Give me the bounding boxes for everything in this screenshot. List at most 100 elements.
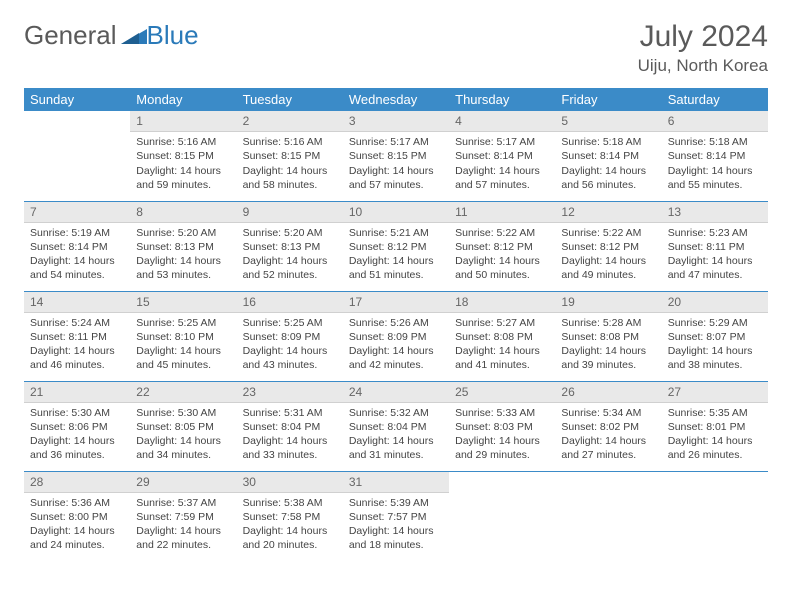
- day-body: Sunrise: 5:32 AMSunset: 8:04 PMDaylight:…: [343, 403, 449, 467]
- calendar-day-cell: 18Sunrise: 5:27 AMSunset: 8:08 PMDayligh…: [449, 291, 555, 379]
- calendar-day-cell: 15Sunrise: 5:25 AMSunset: 8:10 PMDayligh…: [130, 291, 236, 379]
- daylight-text: Daylight: 14 hours and 56 minutes.: [561, 164, 655, 192]
- day-number: 4: [449, 111, 555, 132]
- daylight-text: Daylight: 14 hours and 52 minutes.: [243, 254, 337, 282]
- sunset-text: Sunset: 8:03 PM: [455, 420, 549, 434]
- daylight-text: Daylight: 14 hours and 29 minutes.: [455, 434, 549, 462]
- day-number: 28: [24, 472, 130, 493]
- sunset-text: Sunset: 8:01 PM: [668, 420, 762, 434]
- sunrise-text: Sunrise: 5:25 AM: [243, 316, 337, 330]
- location-label: Uiju, North Korea: [638, 56, 768, 76]
- sunrise-text: Sunrise: 5:35 AM: [668, 406, 762, 420]
- sunrise-text: Sunrise: 5:38 AM: [243, 496, 337, 510]
- calendar-day-cell: 23 Sunrise: 5:31 AMSunset: 8:04 PMDayligh…: [237, 381, 343, 469]
- day-body: Sunrise: 5:20 AMSunset: 8:13 PMDaylight:…: [237, 223, 343, 287]
- day-number: 19: [555, 292, 661, 313]
- sunset-text: Sunset: 7:57 PM: [349, 510, 443, 524]
- day-number: 5: [555, 111, 661, 132]
- sunrise-text: Sunrise: 5:16 AM: [136, 135, 230, 149]
- day-body: Sunrise: 5:18 AMSunset: 8:14 PMDaylight:…: [662, 132, 768, 196]
- calendar-table: SundayMondayTuesdayWednesdayThursdayFrid…: [24, 88, 768, 559]
- calendar-day-cell: 14Sunrise: 5:24 AMSunset: 8:11 PMDayligh…: [24, 291, 130, 379]
- calendar-day-cell: [449, 471, 555, 559]
- sunrise-text: Sunrise: 5:29 AM: [668, 316, 762, 330]
- daylight-text: Daylight: 14 hours and 42 minutes.: [349, 344, 443, 372]
- sunset-text: Sunset: 7:59 PM: [136, 510, 230, 524]
- daylight-text: Daylight: 14 hours and 50 minutes.: [455, 254, 549, 282]
- sunrise-text: Sunrise: 5:37 AM: [136, 496, 230, 510]
- calendar-day-cell: 12Sunrise: 5:22 AMSunset: 8:12 PMDayligh…: [555, 201, 661, 289]
- daylight-text: Daylight: 14 hours and 34 minutes.: [136, 434, 230, 462]
- day-body: Sunrise: 5:24 AMSunset: 8:11 PMDaylight:…: [24, 313, 130, 377]
- daylight-text: Daylight: 14 hours and 20 minutes.: [243, 524, 337, 552]
- sunrise-text: Sunrise: 5:25 AM: [136, 316, 230, 330]
- calendar-day-cell: 26Sunrise: 5:34 AMSunset: 8:02 PMDayligh…: [555, 381, 661, 469]
- day-number: 1: [130, 111, 236, 132]
- day-body: Sunrise: 5:22 AMSunset: 8:12 PMDaylight:…: [449, 223, 555, 287]
- month-title: July 2024: [638, 20, 768, 54]
- calendar-day-cell: 6Sunrise: 5:18 AMSunset: 8:14 PMDaylight…: [662, 111, 768, 199]
- calendar-day-cell: 9Sunrise: 5:20 AMSunset: 8:13 PMDaylight…: [237, 201, 343, 289]
- calendar-day-cell: 16Sunrise: 5:25 AMSunset: 8:09 PMDayligh…: [237, 291, 343, 379]
- daylight-text: Daylight: 14 hours and 26 minutes.: [668, 434, 762, 462]
- sunset-text: Sunset: 8:02 PM: [561, 420, 655, 434]
- sunrise-text: Sunrise: 5:26 AM: [349, 316, 443, 330]
- calendar-day-cell: 11Sunrise: 5:22 AMSunset: 8:12 PMDayligh…: [449, 201, 555, 289]
- day-body: Sunrise: 5:29 AMSunset: 8:07 PMDaylight:…: [662, 313, 768, 377]
- weekday-header: Monday: [130, 88, 236, 111]
- weekday-header: Friday: [555, 88, 661, 111]
- day-body: Sunrise: 5:30 AMSunset: 8:05 PMDaylight:…: [130, 403, 236, 467]
- day-number: 16: [237, 292, 343, 313]
- calendar-day-cell: [24, 111, 130, 199]
- sunrise-text: Sunrise: 5:22 AM: [561, 226, 655, 240]
- calendar-day-cell: 8Sunrise: 5:20 AMSunset: 8:13 PMDaylight…: [130, 201, 236, 289]
- daylight-text: Daylight: 14 hours and 24 minutes.: [30, 524, 124, 552]
- calendar-day-cell: 24Sunrise: 5:32 AMSunset: 8:04 PMDayligh…: [343, 381, 449, 469]
- day-number: 27: [662, 382, 768, 403]
- weekday-header: Tuesday: [237, 88, 343, 111]
- sunrise-text: Sunrise: 5:22 AM: [455, 226, 549, 240]
- calendar-day-cell: 13Sunrise: 5:23 AMSunset: 8:11 PMDayligh…: [662, 201, 768, 289]
- sunset-text: Sunset: 8:14 PM: [455, 149, 549, 163]
- daylight-text: Daylight: 14 hours and 33 minutes.: [243, 434, 337, 462]
- weekday-header: Saturday: [662, 88, 768, 111]
- sunset-text: Sunset: 8:11 PM: [30, 330, 124, 344]
- calendar-day-cell: 27 Sunrise: 5:35 AMSunset: 8:01 PMDayligh…: [662, 381, 768, 469]
- logo-triangle-icon: [121, 20, 147, 51]
- day-number: 23: [237, 382, 343, 403]
- sunset-text: Sunset: 8:04 PM: [243, 420, 337, 434]
- calendar-thead: SundayMondayTuesdayWednesdayThursdayFrid…: [24, 88, 768, 111]
- sunset-text: Sunset: 8:15 PM: [243, 149, 337, 163]
- sunset-text: Sunset: 8:12 PM: [455, 240, 549, 254]
- day-number: 8: [130, 202, 236, 223]
- day-body: Sunrise: 5:16 AMSunset: 8:15 PMDaylight:…: [237, 132, 343, 196]
- day-number: [662, 472, 768, 476]
- daylight-text: Daylight: 14 hours and 45 minutes.: [136, 344, 230, 372]
- daylight-text: Daylight: 14 hours and 53 minutes.: [136, 254, 230, 282]
- sunset-text: Sunset: 8:08 PM: [561, 330, 655, 344]
- calendar-day-cell: 3Sunrise: 5:17 AMSunset: 8:15 PMDaylight…: [343, 111, 449, 199]
- calendar-day-cell: 25Sunrise: 5:33 AMSunset: 8:03 PMDayligh…: [449, 381, 555, 469]
- daylight-text: Daylight: 14 hours and 41 minutes.: [455, 344, 549, 372]
- sunset-text: Sunset: 8:15 PM: [349, 149, 443, 163]
- calendar-day-cell: 4Sunrise: 5:17 AMSunset: 8:14 PMDaylight…: [449, 111, 555, 199]
- sunrise-text: Sunrise: 5:16 AM: [243, 135, 337, 149]
- day-number: 21: [24, 382, 130, 403]
- calendar-day-cell: 2Sunrise: 5:16 AMSunset: 8:15 PMDaylight…: [237, 111, 343, 199]
- day-number: 3: [343, 111, 449, 132]
- daylight-text: Daylight: 14 hours and 59 minutes.: [136, 164, 230, 192]
- day-body: Sunrise: 5:34 AMSunset: 8:02 PMDaylight:…: [555, 403, 661, 467]
- daylight-text: Daylight: 14 hours and 58 minutes.: [243, 164, 337, 192]
- sunrise-text: Sunrise: 5:31 AM: [243, 406, 337, 420]
- sunset-text: Sunset: 8:10 PM: [136, 330, 230, 344]
- sunrise-text: Sunrise: 5:18 AM: [561, 135, 655, 149]
- daylight-text: Daylight: 14 hours and 51 minutes.: [349, 254, 443, 282]
- daylight-text: Daylight: 14 hours and 36 minutes.: [30, 434, 124, 462]
- day-number: 24: [343, 382, 449, 403]
- day-body: Sunrise: 5:26 AMSunset: 8:09 PMDaylight:…: [343, 313, 449, 377]
- sunrise-text: Sunrise: 5:20 AM: [243, 226, 337, 240]
- day-body: Sunrise: 5:36 AMSunset: 8:00 PMDaylight:…: [24, 493, 130, 557]
- calendar-day-cell: [555, 471, 661, 559]
- day-number: 9: [237, 202, 343, 223]
- daylight-text: Daylight: 14 hours and 46 minutes.: [30, 344, 124, 372]
